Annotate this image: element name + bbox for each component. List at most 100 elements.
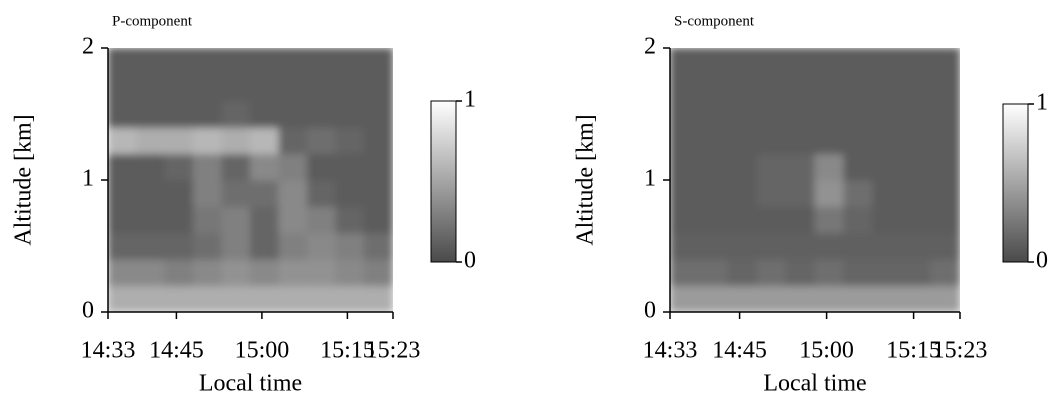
heatmap-cell bbox=[278, 232, 308, 260]
chart-title: S-component bbox=[674, 13, 755, 29]
heatmap-cell bbox=[307, 232, 337, 260]
heatmap-cell bbox=[785, 73, 816, 102]
heatmap-cell bbox=[221, 73, 251, 102]
heatmap-cell bbox=[843, 48, 874, 75]
heatmap-cell bbox=[278, 285, 308, 312]
x-tick-label: 15:00 bbox=[799, 338, 854, 364]
heatmap-cell bbox=[364, 73, 393, 102]
y-tick-label: 0 bbox=[644, 298, 656, 324]
heatmap-cell bbox=[278, 258, 308, 287]
heatmap-cell bbox=[364, 100, 393, 128]
heatmap-cell bbox=[136, 232, 166, 260]
heatmap-cell bbox=[307, 285, 337, 312]
heatmap-cell bbox=[843, 126, 874, 155]
heatmap-cell bbox=[108, 232, 137, 260]
x-axis-label: Local time bbox=[763, 371, 866, 397]
heatmap-cell bbox=[670, 258, 700, 287]
heatmap-cell bbox=[930, 205, 960, 234]
heatmap-cell bbox=[364, 153, 393, 181]
heatmap-cell bbox=[670, 153, 700, 181]
heatmap-cell bbox=[335, 232, 365, 260]
heatmap-cell bbox=[250, 205, 280, 234]
heatmap-cell bbox=[364, 232, 393, 260]
heatmap-cell bbox=[221, 232, 251, 260]
heatmap-cell bbox=[164, 285, 194, 312]
heatmap-cell bbox=[335, 205, 365, 234]
heatmap-cell bbox=[307, 48, 337, 75]
heatmap-cell bbox=[108, 126, 137, 155]
x-tick-label: 15:15 bbox=[886, 338, 941, 364]
y-tick-label: 1 bbox=[82, 166, 94, 192]
heatmap-cell bbox=[364, 126, 393, 155]
heatmap-cell bbox=[756, 285, 787, 312]
colorbar-tick-label: 0 bbox=[464, 248, 476, 274]
heatmap-cell bbox=[814, 205, 845, 234]
heatmap-cell bbox=[278, 153, 308, 181]
heatmap-cell bbox=[901, 205, 932, 234]
heatmap-cell bbox=[930, 126, 960, 155]
heatmap-cell bbox=[221, 258, 251, 287]
heatmap-cell bbox=[335, 100, 365, 128]
heatmap-cell bbox=[785, 205, 816, 234]
heatmap-cell bbox=[930, 73, 960, 102]
heatmap-cell bbox=[872, 232, 903, 260]
heatmap-cell bbox=[698, 258, 729, 287]
heatmap-cell bbox=[250, 232, 280, 260]
heatmap-cell bbox=[193, 100, 223, 128]
heatmap-cell bbox=[872, 205, 903, 234]
heatmap-cell bbox=[193, 126, 223, 155]
heatmap-cell bbox=[221, 205, 251, 234]
heatmap-cell bbox=[164, 73, 194, 102]
heatmap-cell bbox=[930, 258, 960, 287]
heatmap-cell bbox=[727, 126, 758, 155]
heatmap-cell bbox=[901, 153, 932, 181]
heatmap-cell bbox=[278, 48, 308, 75]
heatmap-cell bbox=[727, 73, 758, 102]
heatmap-cell bbox=[307, 73, 337, 102]
heatmap-cell bbox=[221, 48, 251, 75]
heatmap-cell bbox=[193, 258, 223, 287]
heatmap-cell bbox=[136, 126, 166, 155]
heatmap-cell bbox=[756, 100, 787, 128]
heatmap-cell bbox=[872, 48, 903, 75]
heatmap-cell bbox=[136, 48, 166, 75]
heatmap-cell bbox=[278, 179, 308, 207]
heatmap-cell bbox=[756, 258, 787, 287]
heatmap-cell bbox=[250, 126, 280, 155]
heatmap-cell bbox=[756, 126, 787, 155]
heatmap-cell bbox=[108, 258, 137, 287]
heatmap-cell bbox=[193, 232, 223, 260]
heatmap-cell bbox=[843, 285, 874, 312]
heatmap-cell bbox=[872, 73, 903, 102]
heatmap-cell bbox=[164, 153, 194, 181]
heatmap-cell bbox=[108, 205, 137, 234]
heatmap-cell bbox=[698, 232, 729, 260]
heatmap-cell bbox=[164, 232, 194, 260]
heatmap-cell bbox=[843, 153, 874, 181]
heatmap-cells bbox=[108, 48, 393, 312]
x-tick-label: 15:23 bbox=[366, 338, 421, 364]
heatmap-cell bbox=[756, 232, 787, 260]
x-tick-label: 14:45 bbox=[712, 338, 767, 364]
heatmap-cell bbox=[756, 73, 787, 102]
y-tick-label: 1 bbox=[644, 166, 656, 192]
heatmap-cell bbox=[250, 73, 280, 102]
x-tick-label: 14:45 bbox=[149, 338, 204, 364]
heatmap-cell bbox=[193, 73, 223, 102]
heatmap-cell bbox=[670, 285, 700, 312]
heatmap-cell bbox=[872, 126, 903, 155]
heatmap-cell bbox=[872, 285, 903, 312]
heatmap-cell bbox=[785, 48, 816, 75]
heatmap-cell bbox=[843, 100, 874, 128]
heatmap-cell bbox=[250, 48, 280, 75]
heatmap-cell bbox=[364, 48, 393, 75]
heatmap-inner bbox=[108, 48, 393, 312]
heatmap-cell bbox=[670, 205, 700, 234]
heatmap-cell bbox=[136, 153, 166, 181]
heatmap-cell bbox=[364, 179, 393, 207]
x-axis-label: Local time bbox=[199, 371, 302, 397]
heatmap-cell bbox=[670, 73, 700, 102]
heatmap-cell bbox=[727, 205, 758, 234]
